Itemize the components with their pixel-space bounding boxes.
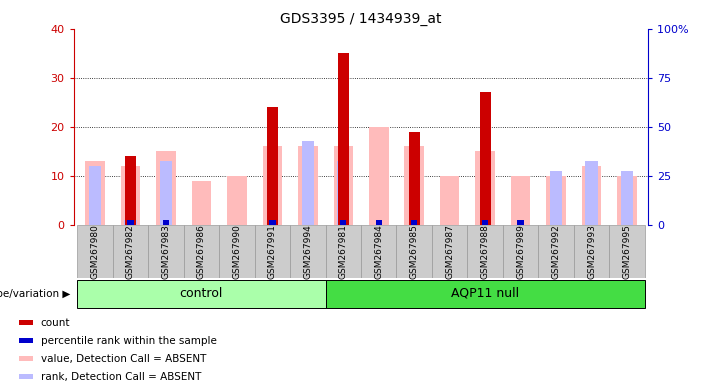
- Text: GSM267992: GSM267992: [552, 224, 561, 279]
- Bar: [574, 225, 609, 278]
- Bar: [585, 161, 598, 225]
- Bar: [254, 225, 290, 278]
- Bar: [337, 161, 350, 225]
- Bar: [517, 220, 524, 225]
- Bar: [409, 132, 420, 225]
- Bar: [160, 161, 172, 225]
- Text: GSM267991: GSM267991: [268, 224, 277, 279]
- Bar: [480, 93, 491, 225]
- Bar: [432, 225, 468, 278]
- Text: GSM267982: GSM267982: [126, 224, 135, 279]
- Bar: [340, 220, 346, 225]
- Text: GSM267981: GSM267981: [339, 224, 348, 279]
- Bar: [227, 176, 247, 225]
- Bar: [191, 180, 211, 225]
- Text: GSM267994: GSM267994: [304, 224, 312, 279]
- Text: value, Detection Call = ABSENT: value, Detection Call = ABSENT: [41, 354, 206, 364]
- Bar: [397, 225, 432, 278]
- Bar: [511, 176, 531, 225]
- Bar: [89, 166, 101, 225]
- Bar: [325, 280, 645, 308]
- Text: genotype/variation ▶: genotype/variation ▶: [0, 289, 70, 299]
- Bar: [546, 176, 566, 225]
- Text: GSM267990: GSM267990: [232, 224, 241, 279]
- Bar: [298, 146, 318, 225]
- Bar: [503, 225, 538, 278]
- Bar: [219, 225, 254, 278]
- Bar: [301, 141, 314, 225]
- Text: GSM267980: GSM267980: [90, 224, 100, 279]
- Bar: [85, 161, 104, 225]
- Bar: [338, 53, 348, 225]
- Text: GSM267987: GSM267987: [445, 224, 454, 279]
- Bar: [334, 146, 353, 225]
- Bar: [475, 151, 495, 225]
- Text: GSM267988: GSM267988: [481, 224, 490, 279]
- Text: GSM267983: GSM267983: [161, 224, 170, 279]
- Bar: [618, 176, 637, 225]
- Text: GSM267995: GSM267995: [622, 224, 632, 279]
- Text: GSM267989: GSM267989: [516, 224, 525, 279]
- Text: rank, Detection Call = ABSENT: rank, Detection Call = ABSENT: [41, 371, 201, 382]
- Bar: [263, 146, 282, 225]
- Bar: [468, 225, 503, 278]
- Title: GDS3395 / 1434939_at: GDS3395 / 1434939_at: [280, 12, 442, 26]
- Text: control: control: [179, 286, 223, 300]
- Bar: [184, 225, 219, 278]
- Bar: [156, 151, 176, 225]
- Bar: [440, 176, 459, 225]
- Bar: [127, 220, 134, 225]
- Bar: [550, 171, 562, 225]
- Bar: [361, 225, 397, 278]
- Bar: [411, 220, 417, 225]
- Bar: [582, 166, 601, 225]
- Text: GSM267985: GSM267985: [410, 224, 418, 279]
- Bar: [125, 156, 136, 225]
- Bar: [77, 280, 325, 308]
- Bar: [267, 107, 278, 225]
- Bar: [482, 220, 489, 225]
- Text: GSM267993: GSM267993: [587, 224, 596, 279]
- Bar: [20, 356, 33, 361]
- Bar: [369, 127, 388, 225]
- Bar: [113, 225, 148, 278]
- Bar: [148, 225, 184, 278]
- Bar: [20, 338, 33, 343]
- Bar: [404, 146, 424, 225]
- Bar: [325, 225, 361, 278]
- Bar: [376, 220, 382, 225]
- Bar: [124, 220, 137, 225]
- Bar: [77, 225, 113, 278]
- Bar: [163, 220, 169, 225]
- Text: count: count: [41, 318, 70, 328]
- Text: AQP11 null: AQP11 null: [451, 286, 519, 300]
- Bar: [20, 320, 33, 325]
- Bar: [121, 166, 140, 225]
- Bar: [20, 374, 33, 379]
- Text: GSM267986: GSM267986: [197, 224, 206, 279]
- Bar: [538, 225, 574, 278]
- Bar: [269, 220, 275, 225]
- Bar: [290, 225, 325, 278]
- Text: GSM267984: GSM267984: [374, 224, 383, 279]
- Bar: [621, 171, 633, 225]
- Text: percentile rank within the sample: percentile rank within the sample: [41, 336, 217, 346]
- Bar: [609, 225, 645, 278]
